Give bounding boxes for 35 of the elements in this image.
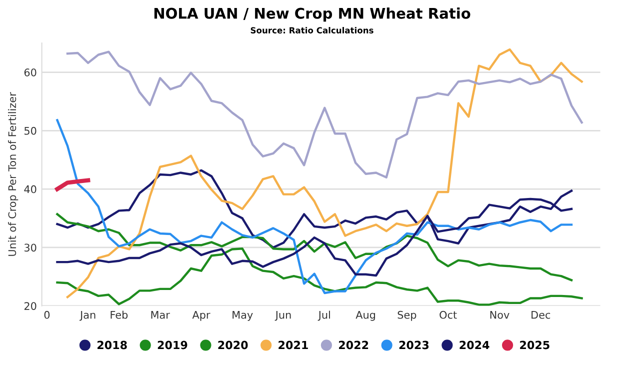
line-series	[55, 178, 90, 192]
x-tick-label: Feb	[110, 310, 128, 319]
legend-label: 2019	[158, 340, 188, 350]
x-tick-label: Jan	[80, 311, 96, 321]
legend-label: 2020	[218, 340, 248, 350]
legend-label: 2025	[520, 340, 550, 350]
y-tick-label: 40	[24, 185, 36, 194]
legend-label: 2022	[338, 340, 368, 350]
y-tick-label: 60	[24, 68, 36, 76]
legend-label: 2021	[278, 340, 308, 350]
line-series	[66, 48, 583, 298]
line-series	[56, 119, 573, 294]
y-tick-label: 30	[24, 244, 36, 252]
x-tick-label: May	[232, 311, 253, 321]
x-tick-label: Oct	[440, 310, 457, 319]
x-tick-label: Jul	[318, 310, 330, 321]
legend-label: 2018	[98, 340, 127, 350]
legend-label: 2024	[460, 340, 490, 350]
line-series	[56, 213, 573, 282]
x-tick-label: Apr	[192, 311, 210, 321]
x-tick-label: Aug	[356, 311, 376, 321]
x-tick-label: Sep	[398, 310, 416, 321]
y-tick-label: 50	[24, 126, 36, 135]
chart-title: NOLA UAN / New Crop MN Wheat Ratio	[154, 8, 470, 22]
legend-label: 2023	[399, 340, 429, 350]
x-tick-label: Mar	[151, 311, 170, 319]
chart-subtitle: Source: Ratio Calculations	[250, 26, 374, 34]
y-tick-label: 20	[24, 302, 36, 310]
x-tick-label: Dec	[532, 311, 550, 319]
x-tick-label: 0	[44, 310, 50, 319]
y-axis-title: Unit of Crop Per Ton of Fertilizer	[8, 92, 18, 256]
line-series	[66, 50, 583, 178]
x-tick-label: Nov	[490, 311, 510, 319]
line-series	[56, 248, 583, 306]
x-tick-label: Jun	[274, 311, 291, 321]
